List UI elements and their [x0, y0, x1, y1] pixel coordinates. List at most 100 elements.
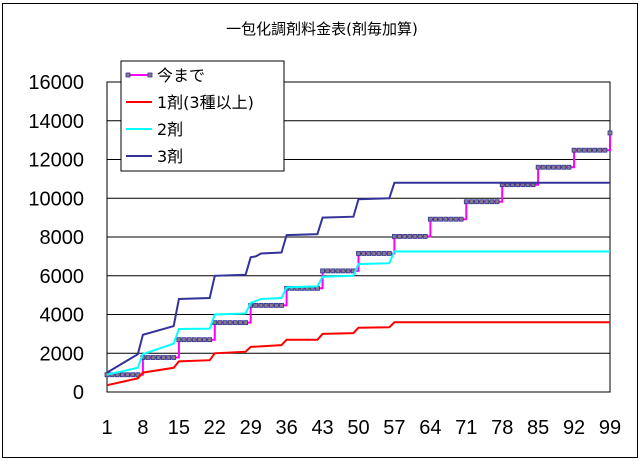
chart-frame	[2, 3, 638, 458]
data-point	[340, 268, 346, 274]
data-point	[238, 320, 243, 326]
data-point	[561, 164, 567, 170]
data-point	[427, 216, 433, 222]
y-tick-label: 14000	[28, 111, 84, 133]
legend-label: 今まで	[157, 66, 205, 85]
data-point	[458, 216, 464, 222]
legend-marker	[125, 72, 131, 78]
data-point	[597, 147, 603, 153]
legend-item: 3剤	[126, 147, 183, 166]
legend-label: 2剤	[157, 120, 183, 139]
data-point	[376, 251, 382, 256]
series-line	[106, 321, 610, 387]
y-tick-label: 6000	[40, 266, 85, 288]
data-point	[130, 372, 136, 378]
data-point	[325, 268, 331, 274]
chart-title: 一包化調剤料金表(剤毎加算)	[226, 20, 418, 38]
data-point	[268, 302, 274, 308]
data-point	[150, 355, 156, 360]
x-tick-label: 15	[168, 417, 190, 439]
data-point	[479, 199, 485, 205]
data-point	[320, 268, 325, 274]
data-point	[366, 251, 372, 256]
data-point	[222, 320, 228, 326]
data-point	[422, 234, 428, 239]
data-point	[227, 320, 233, 326]
data-point	[556, 164, 562, 170]
data-point	[371, 251, 377, 256]
y-axis: 0 2000 4000 6000 8000 10000 12000 14000 16000	[28, 72, 84, 404]
y-tick-label: 8000	[40, 227, 85, 249]
data-point	[453, 216, 459, 222]
data-point	[335, 268, 341, 274]
data-point	[407, 234, 413, 239]
data-point	[484, 199, 490, 205]
data-point	[540, 164, 546, 170]
data-point	[232, 320, 238, 326]
x-tick-label: 92	[563, 417, 585, 439]
legend-marker	[147, 72, 153, 78]
x-tick-label: 36	[276, 417, 298, 439]
data-point	[469, 199, 474, 205]
data-point	[607, 130, 613, 136]
x-tick-label: 22	[204, 417, 226, 439]
data-point	[145, 355, 151, 360]
data-point	[258, 302, 264, 308]
data-point	[345, 268, 351, 274]
data-point	[166, 355, 171, 360]
data-point	[448, 216, 454, 222]
x-tick-label: 99	[599, 417, 621, 439]
data-point	[535, 164, 541, 170]
legend-label: 3剤	[157, 147, 183, 166]
y-tick-label: 4000	[40, 305, 85, 327]
data-point	[181, 337, 187, 343]
data-point	[392, 234, 397, 239]
x-tick-label: 29	[240, 417, 262, 439]
data-point	[243, 320, 248, 326]
series-0	[104, 130, 613, 378]
data-point	[217, 320, 223, 326]
data-point	[397, 234, 402, 239]
data-point	[474, 199, 479, 205]
x-tick-label: 8	[137, 417, 148, 439]
x-tick-label: 64	[419, 417, 441, 439]
data-point	[489, 199, 495, 205]
plot-border	[106, 81, 611, 393]
legend-item: 今まで	[125, 66, 205, 85]
data-point	[186, 337, 192, 343]
legend: 今まで 1剤(3種以上) 2剤 3剤	[120, 60, 285, 172]
data-point	[125, 372, 130, 378]
data-point	[381, 251, 387, 256]
data-point	[196, 337, 202, 343]
legend-box	[120, 60, 285, 172]
data-point	[566, 164, 572, 170]
data-point	[207, 337, 213, 343]
x-tick-label: 78	[491, 417, 513, 439]
data-point	[417, 234, 423, 239]
data-point	[202, 337, 207, 343]
data-point	[587, 147, 592, 153]
data-point	[546, 164, 551, 170]
data-point	[191, 337, 197, 343]
legend-item: 2剤	[126, 120, 183, 139]
data-point	[443, 216, 449, 222]
data-point	[356, 251, 361, 256]
data-point	[581, 147, 587, 153]
data-point	[330, 268, 336, 274]
x-axis: 1 8 15 22 29 36 43 50 57 64 71 78 85 92 99	[101, 417, 621, 439]
data-point	[171, 355, 177, 360]
series-layer	[104, 130, 613, 387]
data-point	[361, 251, 367, 256]
y-tick-label: 16000	[28, 72, 84, 94]
data-point	[576, 147, 582, 153]
legend-item: 1剤(3種以上)	[126, 93, 254, 112]
data-point	[263, 302, 269, 308]
x-tick-label: 43	[311, 417, 333, 439]
x-tick-label: 57	[383, 417, 405, 439]
data-point	[386, 251, 392, 256]
legend-label: 1剤(3種以上)	[157, 93, 254, 112]
y-tick-label: 10000	[28, 188, 84, 210]
x-tick-label: 71	[455, 417, 477, 439]
y-tick-label: 0	[73, 382, 84, 404]
